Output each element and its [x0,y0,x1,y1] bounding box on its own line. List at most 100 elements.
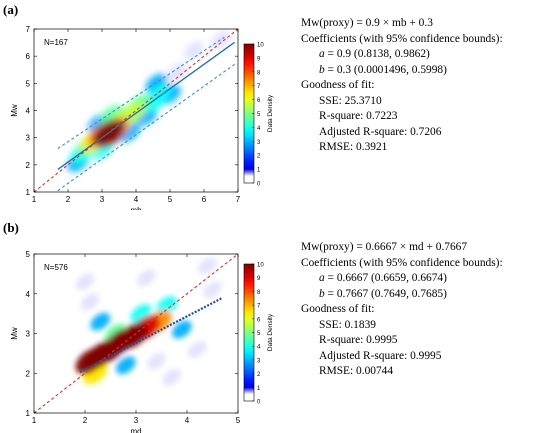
x-axis-label: mb [130,206,142,210]
sample-count-annotation: N=576 [44,263,68,272]
colorbar-tick-label: 8 [257,70,261,76]
y-tick-label: 5 [26,79,31,88]
y-tick-label: 1 [26,409,31,418]
x-tick-label: 4 [185,416,190,425]
x-tick-label: 7 [236,195,241,204]
fit-line [79,296,224,374]
density-cell [162,368,181,386]
colorbar-tick-label: 0 [257,182,261,188]
coefficient-b: b = 0.7667 (0.7649, 0.7685) [301,287,503,303]
y-tick-label: 3 [26,134,31,143]
density-cell [147,353,166,370]
colorbar-tick-label: 3 [257,358,261,364]
fit-results-a: Mw(proxy) = 0.9 × mb + 0.3 Coefficients … [301,16,503,156]
y-tick-label: 1 [26,188,31,197]
colorbar-tick-label: 2 [257,372,261,378]
y-tick-label: 7 [26,25,31,34]
x-tick-label: 3 [134,416,139,425]
density-cell [187,341,207,358]
adjusted-r-square: Adjusted R-square: 0.7206 [319,125,442,138]
coefficients-header: Coefficients (with 95% confidence bounds… [301,32,503,45]
y-axis-label: Mw [10,104,19,117]
identity-line [34,254,238,413]
coefficient-b: b = 0.3 (0.0001496, 0.5998) [301,63,503,79]
colorbar-tick-label: 10 [257,43,264,49]
coef-a-name: a [319,272,325,284]
density-cell [90,312,111,331]
x-axis-label: md [130,427,141,433]
density-cell [198,257,217,275]
sample-count-annotation: N=167 [44,38,68,47]
x-tick-label: 6 [202,195,207,204]
colorbar-tick-label: 5 [257,331,261,337]
coef-b-name: b [319,287,325,300]
coef-b-value: = 0.7667 (0.7649, 0.7685) [324,287,447,300]
coefficients-header: Coefficients (with 95% confidence bounds… [301,256,503,269]
density-cell [148,84,172,105]
density-cell [183,41,204,60]
colorbar-tick-label: 4 [257,126,261,132]
x-tick-label: 2 [83,416,88,425]
colorbar-tick-label: 3 [257,140,261,146]
fit-equation: Mw(proxy) = 0.9 × mb + 0.3 [301,17,433,29]
x-tick-label: 5 [168,195,173,204]
rmse: RMSE: 0.3921 [319,141,388,153]
colorbar-label: Data Density [267,313,274,351]
coef-b-value: = 0.3 (0.0001496, 0.5998) [324,63,447,76]
colorbar-tick-label: 2 [257,154,261,160]
x-tick-label: 2 [66,195,71,204]
colorbar-tick-label: 4 [257,345,261,351]
rmse: RMSE: 0.00744 [319,365,394,377]
x-tick-label: 1 [32,416,37,425]
density-cell [115,356,136,375]
panel-a: (a) 1 2 3 4 5 6 7 1 2 3 4 5 6 7 mb Mw N=167 0 1 2 3 4 5 6 7 8 9 10 D… [0,0,550,210]
r-square: R-square: 0.7223 [319,110,398,122]
density-cell [75,273,95,291]
sse: SSE: 0.1839 [319,318,376,331]
lines-layer [34,254,238,413]
panel-label: (a) [3,2,19,17]
chart-b: 1 2 3 4 5 1 2 3 4 5 md Mw N=576 0 1 2 3 4 5 6 7 8 9 10 Data Dens… [10,250,274,433]
colorbar-tick-label: 9 [257,56,261,62]
density-cell [119,322,148,349]
density-cell [172,320,192,339]
colorbar-tick-label: 9 [257,276,261,282]
r-square: R-square: 0.9995 [319,334,398,346]
upper-bound-line [57,36,225,149]
gof-header: Goodness of fit: [301,303,375,315]
y-axis-label: Mw [10,327,19,340]
colorbar-tick-label: 7 [257,304,261,310]
coefficient-a: a = 0.9 (0.8138, 0.9862) [301,47,503,63]
density-cell [166,63,187,82]
colorbar-tick-label: 1 [257,168,261,174]
fit-equation: Mw(proxy) = 0.6667 × md + 0.7667 [301,241,468,253]
coef-b-name: b [319,63,325,76]
panel-b: (b) 1 2 3 4 5 1 2 3 4 5 md Mw N=576 0 1 2 3 4 5 6 7 8 9 10 Data … [0,218,550,433]
x-tick-label: 1 [32,195,37,204]
x-tick-label: 3 [100,195,105,204]
colorbar-tick-label: 6 [257,98,261,104]
colorbar-tick-label: 6 [257,317,261,323]
density-cell [210,30,232,49]
y-tick-label: 2 [26,161,31,170]
sse: SSE: 25.3710 [319,94,382,107]
y-tick-label: 2 [26,369,31,378]
panel-label: (b) [3,220,19,235]
chart-a: 1 2 3 4 5 6 7 1 2 3 4 5 6 7 mb Mw N=167 0 1 2 3 4 5 6 7 8 9 10 Data … [10,25,274,210]
y-tick-label: 4 [26,107,31,116]
coef-a-value: = 0.6667 (0.6659, 0.6674) [324,272,447,284]
coef-a-name: a [319,48,325,60]
coef-a-value: = 0.9 (0.8138, 0.9862) [324,48,430,60]
x-tick-label: 5 [236,416,241,425]
fit-results-b: Mw(proxy) = 0.6667 × md + 0.7667 Coeffic… [301,240,503,380]
y-tick-label: 3 [26,330,31,339]
x-tick-label: 4 [134,195,139,204]
density-cell [136,269,156,287]
colorbar-tick-label: 7 [257,84,261,90]
density-cell [80,293,100,310]
gof-header: Goodness of fit: [301,79,375,91]
fit-line [57,41,235,170]
colorbar-label: Data Density [267,94,274,132]
density-layer [75,257,222,386]
colorbar-tick-label: 5 [257,112,261,118]
